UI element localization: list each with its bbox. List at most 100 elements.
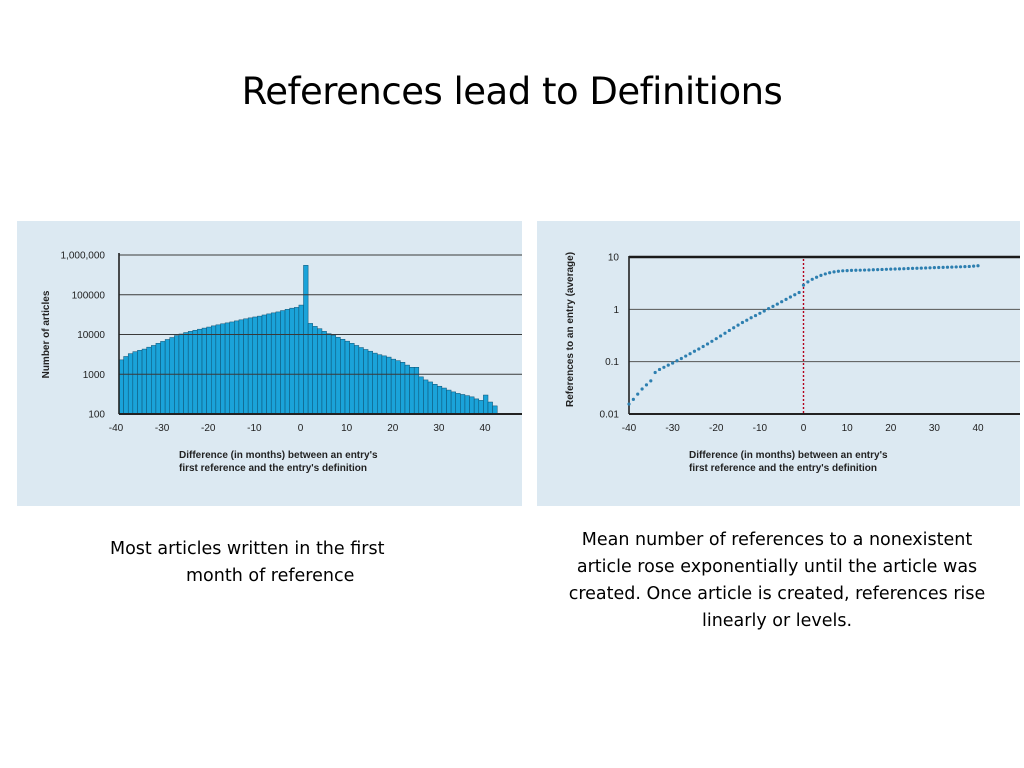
y-tick-label: 1000	[83, 370, 106, 381]
data-point	[819, 273, 823, 277]
data-point	[662, 365, 666, 369]
histogram-bar	[247, 317, 254, 415]
data-point	[976, 264, 980, 268]
histogram-bar	[238, 319, 244, 415]
histogram-bar	[432, 384, 438, 415]
x-tick-label: -40	[622, 423, 637, 434]
histogram-bar	[146, 346, 152, 415]
x-tick-label: 30	[929, 423, 941, 434]
data-point	[958, 265, 963, 269]
caption-left-line-1: Most articles written in the first	[110, 539, 385, 559]
data-point	[640, 387, 644, 391]
histogram-bar	[280, 310, 286, 415]
histogram-bar	[483, 394, 489, 415]
histogram-bar	[289, 307, 295, 415]
data-point	[867, 268, 871, 272]
histogram-bar	[187, 331, 194, 415]
histogram-bar	[307, 323, 313, 415]
data-point	[832, 270, 836, 274]
histogram-bar	[164, 339, 170, 415]
data-point	[784, 297, 788, 301]
histogram-bar	[473, 398, 480, 415]
data-point	[871, 268, 875, 272]
data-point	[753, 313, 758, 318]
references-scatter-panel: 0.01 0.1 1 10 -40 -30 -20 -10 0 10 20 30 40 Reference…	[537, 221, 1020, 506]
y-tick-label: 100000	[72, 290, 106, 301]
histogram-bar	[312, 326, 318, 415]
histogram-bar	[358, 347, 364, 415]
data-point	[727, 328, 731, 333]
data-point	[941, 265, 945, 269]
data-point	[902, 267, 906, 271]
histogram-panel: 100 1000 10000 100000 1,000,000 -40 -30 -20 -10 0…	[17, 221, 522, 506]
histogram-bar	[321, 331, 327, 415]
x-tick-label: -10	[753, 423, 768, 434]
histogram-bar	[197, 328, 203, 415]
x-tick-label: -40	[109, 423, 124, 434]
x-tick-label: 0	[298, 423, 304, 434]
histogram-bar	[220, 323, 226, 415]
x-tick-label: 10	[842, 423, 854, 434]
data-point	[684, 354, 688, 358]
caption-right: Mean number of references to a nonexiste…	[568, 530, 986, 631]
histogram-bar	[151, 345, 157, 415]
histogram-bar	[160, 341, 166, 415]
data-point	[928, 266, 932, 270]
data-point	[932, 266, 936, 270]
data-point	[767, 307, 771, 311]
data-point	[836, 269, 840, 273]
data-point	[653, 370, 657, 375]
data-point	[697, 347, 701, 351]
data-point	[858, 268, 862, 272]
data-point	[644, 383, 649, 387]
caption-left-line-2: month of reference	[186, 566, 355, 586]
histogram-bar	[427, 381, 433, 415]
data-point	[736, 323, 740, 327]
x-tick-label: -10	[247, 423, 262, 434]
data-point	[915, 266, 919, 270]
histogram-bar	[266, 313, 272, 415]
histogram-bar	[243, 318, 249, 415]
histogram-bar	[123, 356, 129, 415]
data-point	[688, 352, 692, 356]
data-point	[876, 268, 880, 272]
histogram-bar	[441, 387, 447, 415]
data-point	[671, 361, 675, 365]
x-tick-label: -20	[709, 423, 724, 434]
data-point	[775, 302, 779, 306]
histogram-bar	[446, 389, 452, 415]
histogram-bar	[464, 395, 470, 415]
histogram-bar	[294, 307, 300, 415]
histogram-bar	[270, 312, 277, 415]
histogram-bar	[353, 345, 360, 415]
x-axis-title-line: Difference (in months) between an entry'…	[689, 450, 888, 461]
x-axis-title-line: first reference and the entry's definiti…	[689, 463, 877, 474]
histogram-bar	[127, 353, 134, 415]
x-axis-title-line: first reference and the entry's definiti…	[179, 463, 367, 474]
histogram-bar	[404, 364, 410, 415]
histogram-bar	[317, 328, 323, 415]
histogram-bar	[386, 356, 392, 415]
references-scatter-chart: 0.01 0.1 1 10 -40 -30 -20 -10 0 10 20 30 40 Reference…	[565, 252, 1020, 474]
data-point	[740, 320, 745, 325]
histogram-bar	[335, 337, 341, 415]
y-tick-label: 1,000,000	[61, 251, 106, 262]
histogram-bar	[381, 355, 387, 415]
data-point	[762, 309, 766, 313]
data-point	[631, 397, 635, 402]
data-point	[749, 316, 753, 320]
histogram-bar	[344, 340, 350, 415]
data-point	[828, 271, 832, 275]
data-point	[692, 349, 697, 353]
histogram-bar	[349, 343, 355, 415]
data-point	[719, 334, 723, 338]
data-point	[893, 267, 897, 271]
x-tick-label: -30	[665, 423, 680, 434]
data-point	[679, 356, 683, 361]
histogram-bar	[215, 324, 221, 415]
histogram-bar	[261, 314, 267, 415]
data-point	[937, 265, 941, 270]
histogram-bar	[141, 348, 147, 415]
y-tick-label: 1	[613, 305, 619, 316]
histogram-bar	[455, 393, 461, 415]
